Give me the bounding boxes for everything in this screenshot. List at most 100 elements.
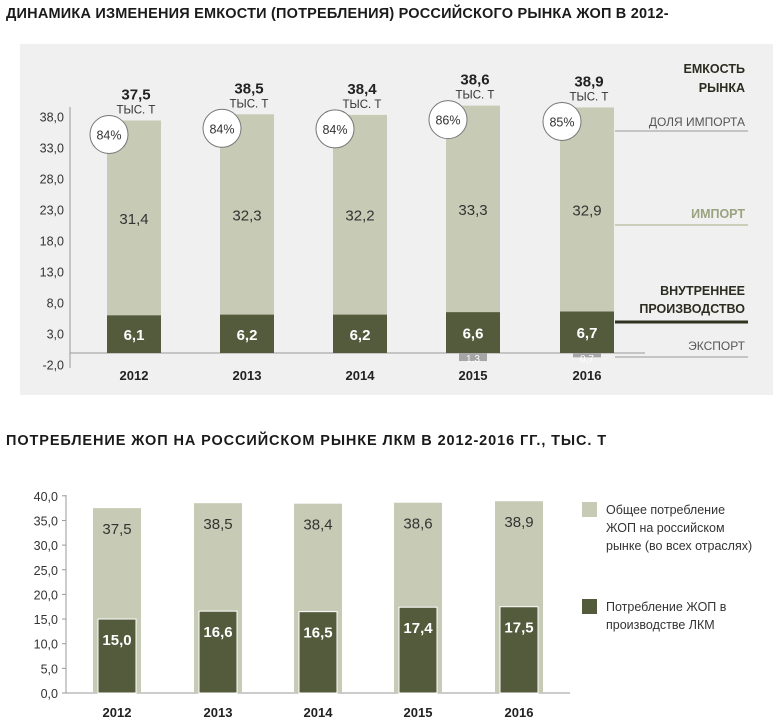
chart1-y-tick: 28,0 <box>40 172 64 186</box>
chart1-y-tick: 23,0 <box>40 203 64 217</box>
chart2-bar-lkm <box>398 606 438 694</box>
chart1-bar-import <box>446 105 500 313</box>
chart1-share-label: 85% <box>549 115 574 129</box>
chart1-title: ДИНАМИКА ИЗМЕНЕНИЯ ЕМКОСТИ (ПОТРЕБЛЕНИЯ)… <box>6 6 669 22</box>
chart1-import-label: 33,3 <box>458 202 487 219</box>
chart1-share-circle <box>315 109 355 149</box>
chart2-y-tick: 30,0 <box>34 539 58 553</box>
chart2-total-label: 38,5 <box>203 516 232 533</box>
chart1-total-label: 37,5 <box>121 87 150 104</box>
chart1-bar-domestic <box>107 315 161 353</box>
chart2-x-tick: 2016 <box>505 705 534 720</box>
chart2-y-tick: 15,0 <box>34 613 58 627</box>
chart1-domestic-label: 6,7 <box>577 325 598 342</box>
chart1-annot-capacity: РЫНКА <box>699 81 745 95</box>
chart1-share-label: 84% <box>209 122 234 136</box>
chart1-annot-export: ЭКСПОРТ <box>688 339 746 353</box>
chart1-y-tick: 18,0 <box>40 234 64 248</box>
chart1-share-label: 84% <box>96 129 121 143</box>
chart1-bar-export <box>573 353 601 358</box>
chart1-x-tick: 2016 <box>573 368 602 383</box>
chart1-export-label: 0,7 <box>580 354 594 365</box>
chart1-import-label: 32,3 <box>232 207 261 224</box>
chart1-bar-export <box>459 353 487 362</box>
chart1-import-label: 32,2 <box>345 208 374 225</box>
chart2-lkm-label: 15,0 <box>102 632 131 649</box>
chart1-total-unit: ТЫС. Т <box>230 98 269 110</box>
chart1-y-tick: 38,0 <box>40 110 64 124</box>
chart1-export-label: 1,3 <box>466 354 480 365</box>
chart1-total-label: 38,4 <box>347 81 377 98</box>
chart1-annot-domestic: ВНУТРЕННЕЕ <box>660 284 745 298</box>
chart1-y-tick: 33,0 <box>40 141 64 155</box>
chart2-bar-lkm <box>298 611 338 694</box>
chart2-legend-label-total: Общее потребление <box>606 503 725 517</box>
chart2-bar-lkm <box>499 606 539 694</box>
chart2-total-label: 37,5 <box>102 521 131 538</box>
chart1-total-unit: ТЫС. Т <box>343 99 382 111</box>
chart2-lkm-label: 16,5 <box>303 625 332 642</box>
chart1-domestic-label: 6,1 <box>124 327 145 344</box>
chart1-x-tick: 2013 <box>233 368 262 383</box>
chart2-legend-swatch-lkm <box>582 599 597 614</box>
chart1-total-label: 38,6 <box>460 72 489 89</box>
chart1-bar-import <box>220 114 274 315</box>
chart2-total-label: 38,9 <box>504 514 533 531</box>
chart1-total-label: 38,9 <box>574 73 603 90</box>
chart1-y-tick: 3,0 <box>47 327 64 341</box>
chart2-bar-lkm <box>198 610 238 694</box>
chart1-x-tick: 2014 <box>346 368 376 383</box>
chart2-bar-lkm <box>97 618 137 694</box>
chart1-bar-domestic <box>446 312 500 353</box>
chart1-domestic-label: 6,2 <box>237 327 258 344</box>
chart2-y-tick: 25,0 <box>34 564 58 578</box>
chart2-lkm-label: 17,5 <box>504 620 533 637</box>
chart2-legend-swatch-total <box>582 502 597 517</box>
chart2-y-tick: 35,0 <box>34 514 58 528</box>
chart2-legend-label-total: рынке (во всех отраслях) <box>606 539 752 553</box>
chart2-legend-label-lkm: Потребление ЖОП в <box>606 600 727 614</box>
chart1-domestic-label: 6,6 <box>463 326 484 343</box>
chart1-share-circle <box>542 101 582 141</box>
chart1-bar-domestic <box>560 311 614 353</box>
chart1-y-tick: 13,0 <box>40 265 64 279</box>
chart2-x-tick: 2015 <box>404 705 433 720</box>
chart1-share-label: 84% <box>322 123 347 137</box>
chart2-legend-label-total: ЖОП на российском <box>606 521 725 535</box>
chart2-y-tick: 10,0 <box>34 638 58 652</box>
chart1-y-tick: -2,0 <box>42 358 64 372</box>
chart1-x-tick: 2015 <box>459 368 488 383</box>
chart1-y-tick: 8,0 <box>47 296 64 310</box>
chart1-total-unit: ТЫС. Т <box>570 91 609 103</box>
chart1-annot-import: ИМПОРТ <box>691 207 745 221</box>
chart2-total-label: 38,6 <box>403 516 432 533</box>
chart1-annot-capacity: ЕМКОСТЬ <box>684 62 745 76</box>
chart2-total-label: 38,4 <box>303 517 332 534</box>
chart1-bar-domestic <box>220 314 274 353</box>
chart2-y-tick: 40,0 <box>34 490 58 504</box>
chart1-total-unit: ТЫС. Т <box>117 105 156 117</box>
chart2-x-tick: 2013 <box>204 705 233 720</box>
chart1-domestic-label: 6,2 <box>350 327 371 344</box>
chart1-annot-domestic: ПРОИЗВОДСТВО <box>639 302 745 316</box>
chart1-share-circle <box>428 100 468 140</box>
chart2-lkm-label: 16,6 <box>203 624 232 641</box>
chart2-y-tick: 0,0 <box>41 687 58 701</box>
chart1-total-unit: ТЫС. Т <box>456 90 495 102</box>
chart1-share-label: 86% <box>435 114 460 128</box>
chart1-total-label: 38,5 <box>234 80 263 97</box>
chart2-x-tick: 2012 <box>103 705 132 720</box>
chart2-y-tick: 5,0 <box>41 662 58 676</box>
chart1-share-circle <box>202 108 242 148</box>
chart1-annot-import-share: ДОЛЯ ИМПОРТА <box>649 115 745 129</box>
chart2-x-tick: 2014 <box>304 705 334 720</box>
chart2-title: ПОТРЕБЛЕНИЕ ЖОП НА РОССИЙСКОМ РЫНКЕ ЛКМ … <box>6 433 608 449</box>
chart1-import-label: 31,4 <box>119 211 148 228</box>
chart1-x-tick: 2012 <box>120 368 149 383</box>
chart2-lkm-label: 17,4 <box>403 620 433 637</box>
chart1-import-label: 32,9 <box>572 202 601 219</box>
chart1-bar-import <box>333 114 387 315</box>
chart2-y-tick: 20,0 <box>34 588 58 602</box>
chart1-plot: 38,0 33,0 28,0 23,0 18,0 13,0 8,0 3,0 -2,0 6,1 31,… <box>40 62 748 383</box>
